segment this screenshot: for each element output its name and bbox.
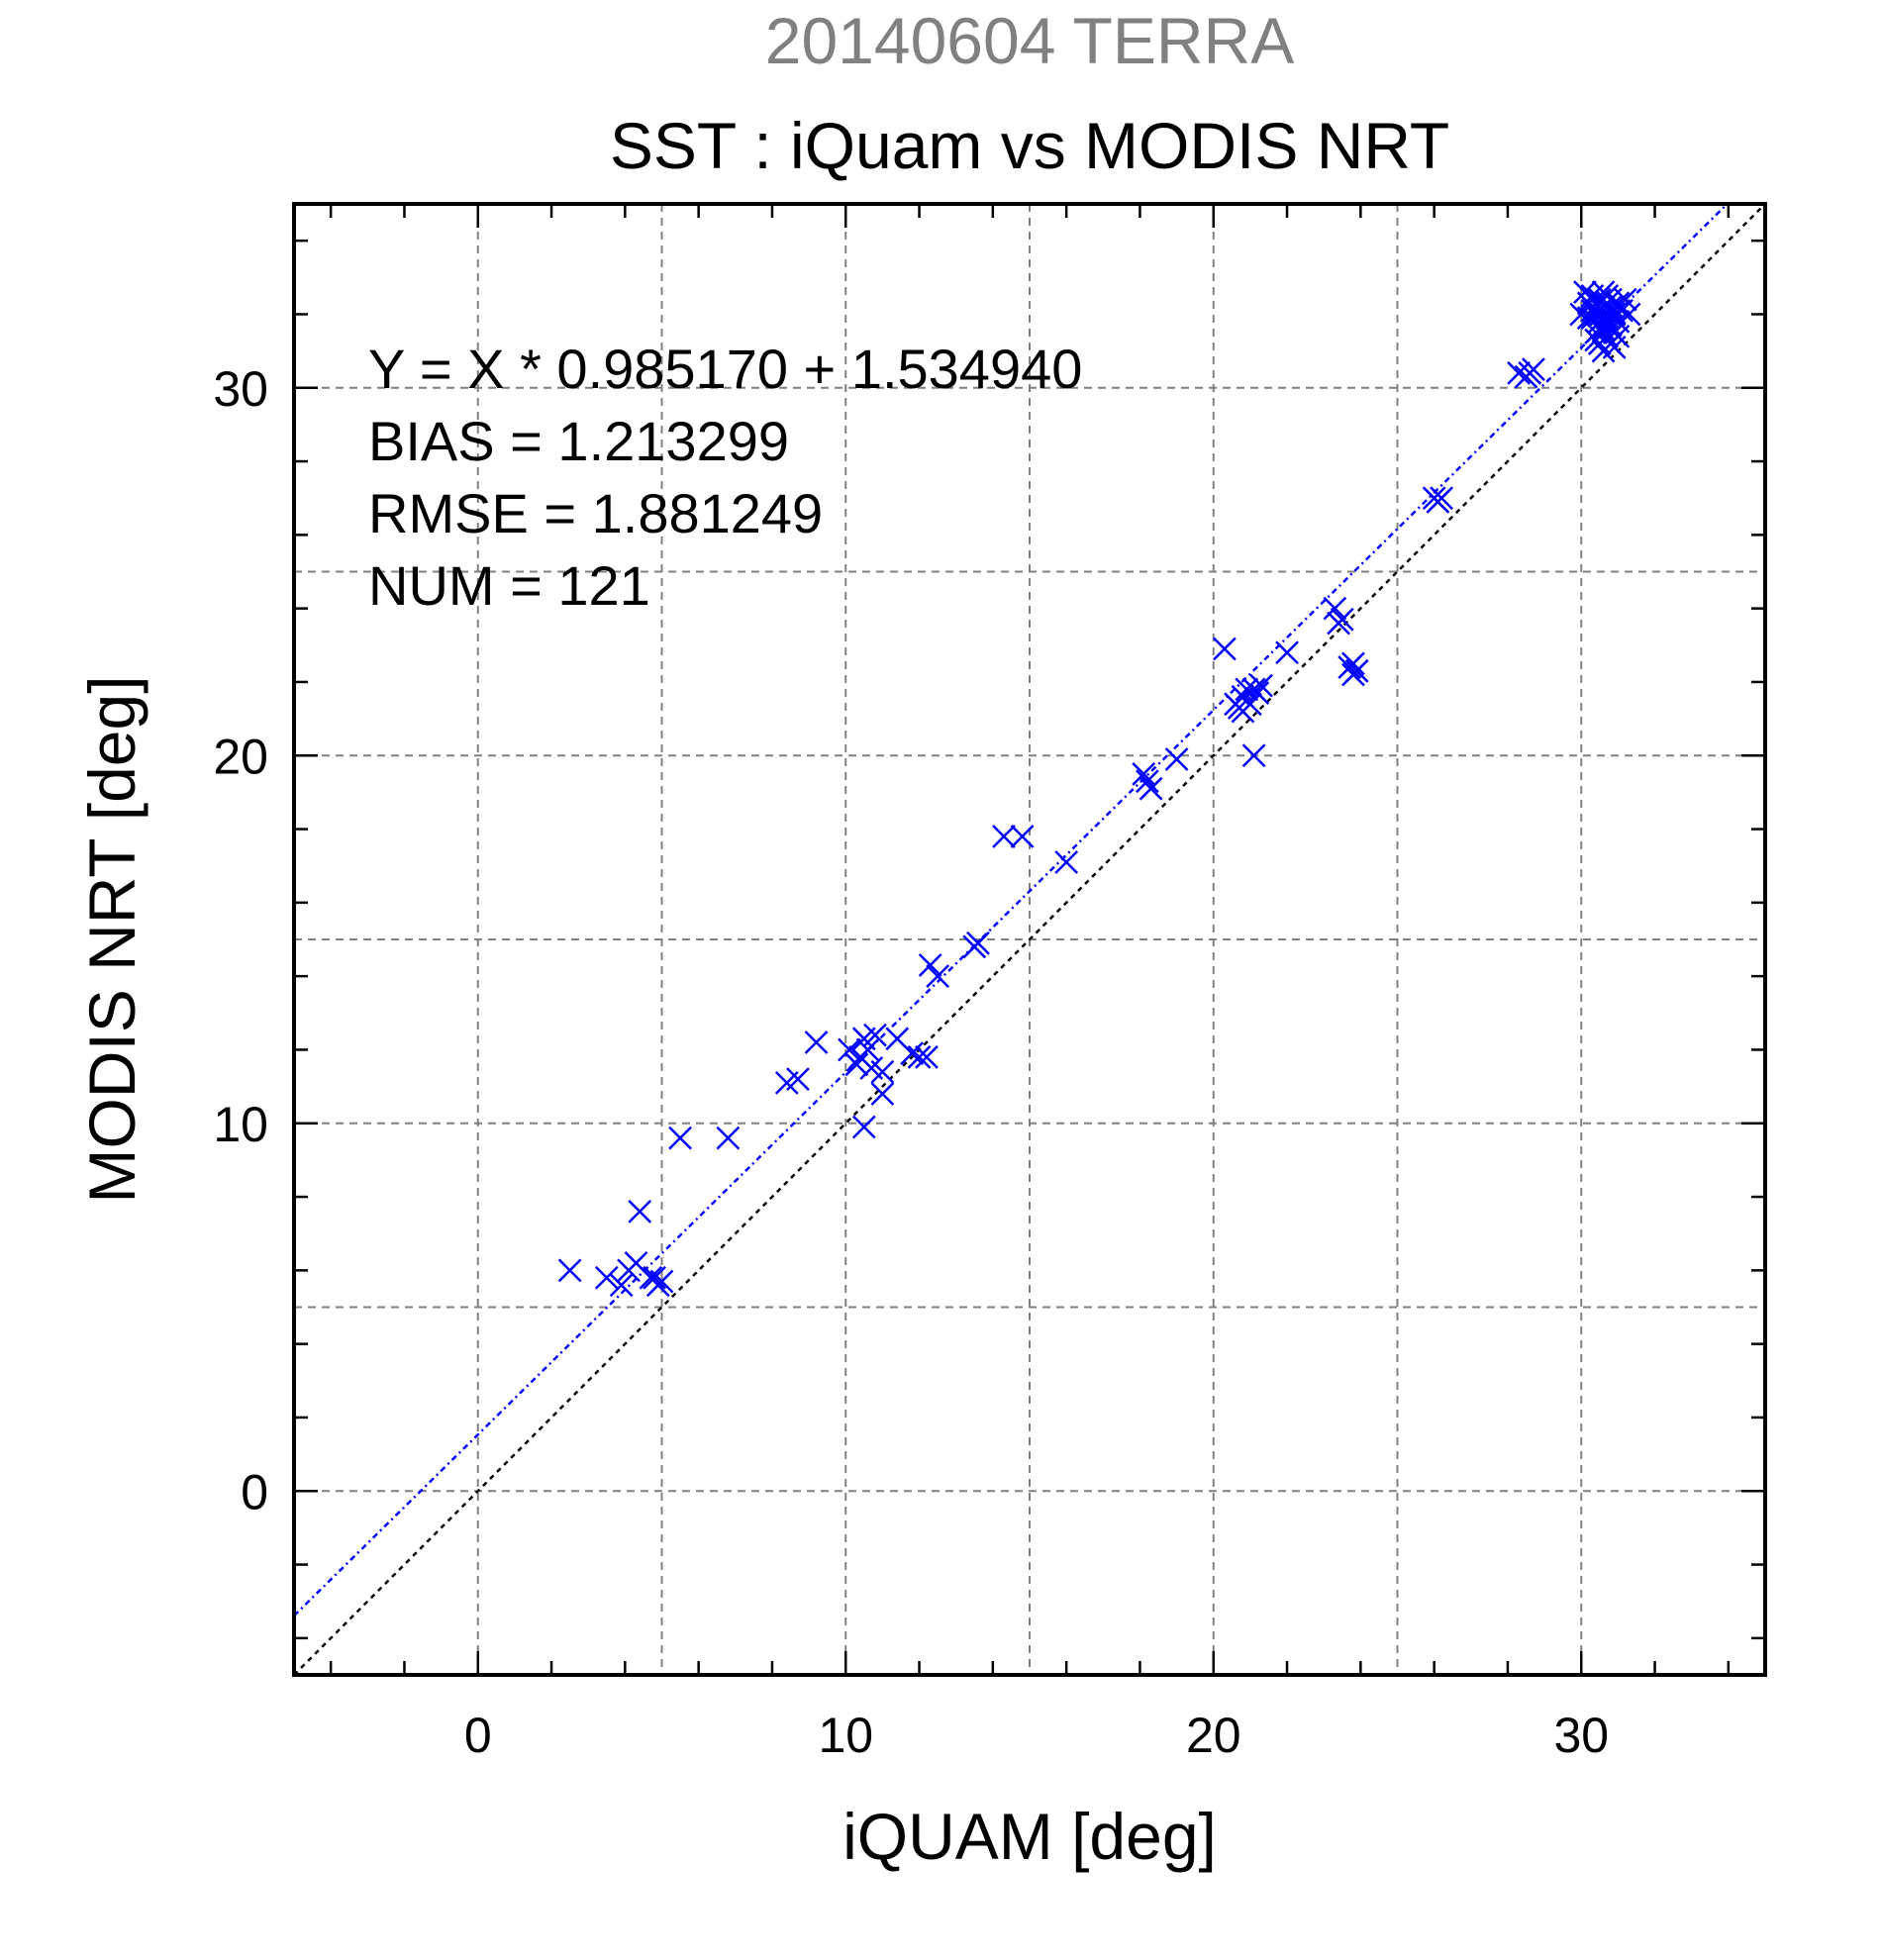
data-point (915, 1044, 939, 1069)
data-point (1507, 361, 1531, 385)
statistics-line: NUM = 121 (368, 554, 650, 617)
y-tick-label: 30 (213, 361, 268, 417)
data-point (1587, 317, 1612, 342)
data-points (557, 280, 1641, 1298)
chart-date-title: 20140604 TERRA (765, 4, 1294, 77)
statistics-line: RMSE = 1.881249 (368, 482, 823, 544)
y-tick-label: 10 (213, 1097, 268, 1152)
data-point (594, 1265, 619, 1290)
x-tick-label: 30 (1553, 1708, 1609, 1763)
x-axis-label: iQUAM [deg] (842, 1800, 1217, 1873)
data-point (926, 964, 950, 989)
identity-line (293, 203, 1766, 1676)
data-point (870, 1082, 895, 1106)
data-point (851, 1115, 876, 1139)
y-tick-label: 0 (241, 1464, 268, 1519)
data-point (1430, 486, 1453, 511)
data-point (1341, 651, 1365, 676)
statistics-line: BIAS = 1.213299 (368, 410, 789, 472)
data-point (804, 1030, 829, 1054)
data-point (855, 1037, 880, 1062)
data-point (907, 1044, 932, 1069)
x-tick-label: 10 (818, 1708, 873, 1763)
data-point (1249, 673, 1273, 698)
data-point (628, 1200, 652, 1224)
statistics-annotations: Y = X * 0.985170 + 1.534940 BIAS = 1.2132… (368, 338, 1082, 617)
minor-ticks (294, 204, 1765, 1675)
y-tick-label: 20 (213, 729, 268, 784)
data-point (1275, 640, 1299, 665)
regression-line (293, 203, 1729, 1617)
data-point (1344, 658, 1369, 683)
tick-labels: 0 10 20 30 0 10 20 30 (213, 361, 1609, 1763)
data-point (966, 931, 990, 955)
data-point (1606, 324, 1631, 348)
data-point (643, 1265, 666, 1290)
data-point (1213, 637, 1237, 661)
y-axis-label: MODIS NRT [deg] (75, 675, 148, 1203)
reference-lines (293, 203, 1766, 1676)
x-tick-label: 0 (464, 1708, 492, 1763)
data-point (639, 1265, 663, 1290)
data-point (1599, 287, 1623, 312)
data-point (1241, 743, 1266, 768)
data-point (863, 1023, 887, 1047)
data-point (786, 1067, 810, 1092)
statistics-line: Y = X * 0.985170 + 1.534940 (368, 338, 1082, 400)
data-point (918, 953, 942, 977)
data-point (1238, 692, 1262, 717)
data-point (838, 1037, 861, 1062)
chart-title: SST : iQuam vs MODIS NRT (610, 109, 1449, 182)
plot-frame (292, 202, 1767, 1677)
data-point (844, 1052, 869, 1077)
data-point (716, 1126, 741, 1150)
data-point (1245, 681, 1270, 705)
data-point (1514, 364, 1538, 389)
data-point (1580, 298, 1605, 323)
data-point (1138, 776, 1163, 801)
data-point (900, 1041, 925, 1066)
data-point (992, 825, 1016, 848)
data-point (668, 1126, 692, 1150)
data-point (557, 1258, 582, 1283)
data-point (1164, 747, 1189, 771)
data-point (870, 1059, 895, 1084)
data-point (1323, 596, 1347, 621)
data-point (1132, 761, 1156, 786)
data-point (1135, 769, 1159, 794)
data-point (1330, 607, 1354, 632)
data-point (609, 1273, 634, 1298)
x-tick-label: 20 (1186, 1708, 1241, 1763)
data-point (1617, 302, 1641, 327)
data-point (1010, 825, 1035, 848)
data-point (1054, 850, 1079, 874)
